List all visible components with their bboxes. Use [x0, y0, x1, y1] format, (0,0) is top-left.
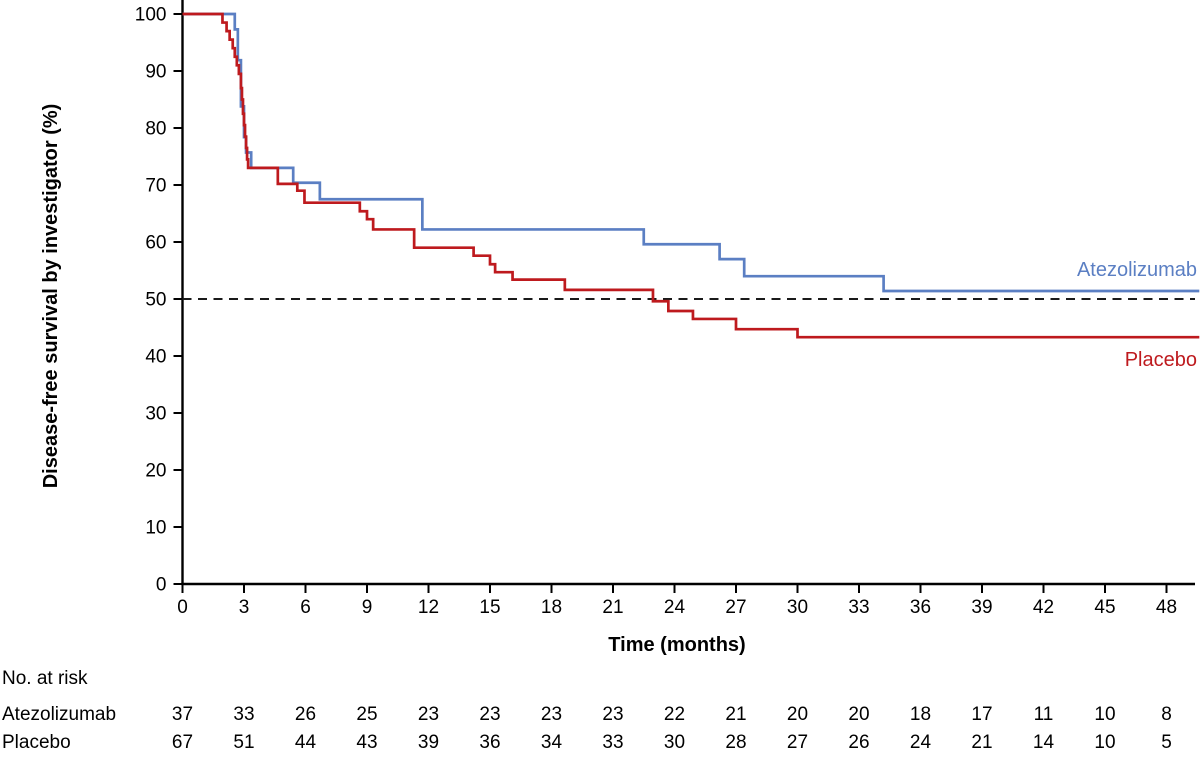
y-tick-label: 80: [145, 119, 166, 140]
at-risk-row-label-placebo: Placebo: [2, 732, 71, 753]
at-risk-value: 10: [1094, 732, 1115, 753]
at-risk-value: 25: [356, 704, 377, 725]
at-risk-value: 22: [664, 704, 685, 725]
x-tick-label: 33: [848, 597, 869, 618]
x-tick-label: 30: [787, 597, 808, 618]
at-risk-value: 11: [1034, 704, 1054, 725]
y-tick-label: 30: [145, 404, 166, 425]
at-risk-value: 23: [541, 704, 562, 725]
x-tick-label: 9: [362, 597, 373, 618]
x-tick-label: 12: [418, 597, 439, 618]
km-curve-atezolizumab: [182, 12, 1200, 293]
x-tick-label: 36: [910, 597, 931, 618]
at-risk-value: 28: [725, 732, 746, 753]
at-risk-value: 20: [848, 704, 869, 725]
at-risk-value: 14: [1033, 732, 1055, 753]
at-risk-value: 20: [787, 704, 808, 725]
at-risk-value: 18: [910, 704, 931, 725]
y-tick-label: 50: [145, 290, 166, 311]
x-tick-label: 48: [1156, 597, 1177, 618]
x-tick-label: 42: [1033, 597, 1054, 618]
x-tick-label: 45: [1094, 597, 1115, 618]
at-risk-value: 26: [848, 732, 869, 753]
at-risk-value: 51: [233, 732, 254, 753]
at-risk-value: 10: [1094, 704, 1115, 725]
at-risk-value: 21: [725, 704, 746, 725]
x-tick-label: 21: [602, 597, 623, 618]
at-risk-value: 23: [479, 704, 500, 725]
at-risk-value: 23: [418, 704, 439, 725]
y-axis-title: Disease-free survival by investigator (%…: [40, 104, 62, 489]
y-tick-label: 20: [145, 461, 166, 482]
at-risk-value: 5: [1161, 732, 1172, 753]
at-risk-table: No. at risk Atezolizumab 37 33 26 25 23 23 23 23 2…: [2, 668, 1172, 753]
at-risk-value: 33: [602, 732, 623, 753]
y-tick-label: 0: [156, 575, 167, 596]
at-risk-row-label-atezolizumab: Atezolizumab: [2, 704, 116, 725]
at-risk-value: 37: [172, 704, 193, 725]
at-risk-value: 43: [356, 732, 377, 753]
x-tick-label: 24: [664, 597, 686, 618]
survival-curves: [182, 12, 1200, 339]
y-tick-label: 100: [135, 5, 167, 26]
at-risk-value: 33: [233, 704, 254, 725]
km-curve-placebo: [182, 12, 1200, 339]
y-tick-label: 60: [145, 233, 166, 254]
curve-label-placebo: Placebo: [1125, 349, 1197, 371]
x-tick-label: 27: [725, 597, 746, 618]
at-risk-value: 67: [172, 732, 193, 753]
x-tick-label: 15: [479, 597, 500, 618]
at-risk-value: 44: [295, 732, 317, 753]
at-risk-title: No. at risk: [2, 668, 88, 689]
at-risk-value: 30: [664, 732, 685, 753]
x-tick-label: 0: [177, 597, 188, 618]
at-risk-value: 27: [787, 732, 808, 753]
at-risk-value: 34: [541, 732, 563, 753]
y-tick-label: 90: [145, 62, 166, 83]
at-risk-value: 24: [910, 732, 932, 753]
y-tick-label: 10: [145, 518, 166, 539]
x-tick-label: 3: [239, 597, 250, 618]
x-tick-label: 18: [541, 597, 562, 618]
at-risk-value: 17: [971, 704, 992, 725]
at-risk-value: 23: [602, 704, 623, 725]
at-risk-value: 8: [1161, 704, 1172, 725]
x-axis-title: Time (months): [608, 634, 745, 656]
y-tick-label: 70: [145, 176, 166, 197]
axis-titles-and-curve-labels: Time (months) Disease-free survival by in…: [40, 104, 1197, 656]
y-tick-label: 40: [145, 347, 166, 368]
at-risk-value: 39: [418, 732, 439, 753]
x-tick-label: 6: [300, 597, 311, 618]
x-tick-label: 39: [971, 597, 992, 618]
at-risk-value: 36: [479, 732, 500, 753]
curve-label-atezolizumab: Atezolizumab: [1077, 259, 1197, 281]
at-risk-value: 26: [295, 704, 316, 725]
at-risk-value: 21: [971, 732, 992, 753]
